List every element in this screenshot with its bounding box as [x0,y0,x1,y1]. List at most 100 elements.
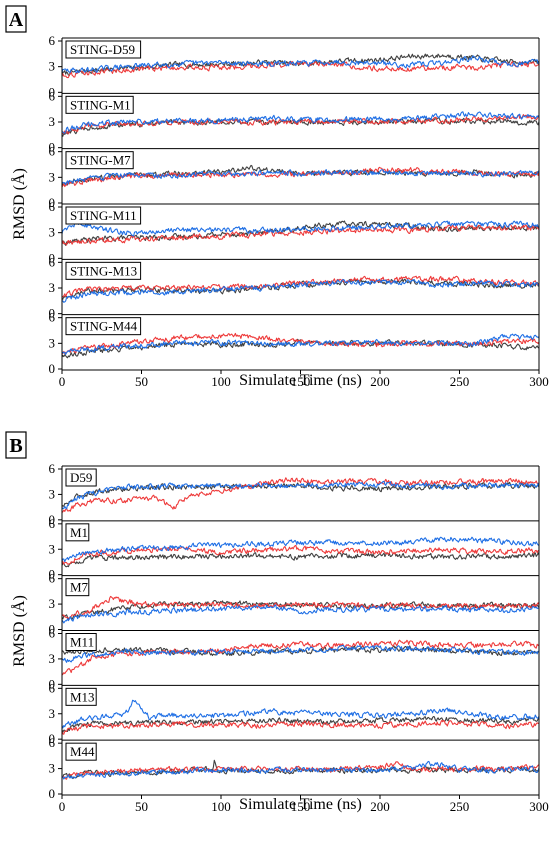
y-tick-label: 3 [49,706,56,721]
panel-m11: M11 0 3 6 [49,626,540,691]
y-tick-label: 3 [49,596,56,611]
panel-d59: D59 0 3 6 [49,461,540,527]
panel-label-box [65,261,142,280]
x-tick-label: 150 [291,374,311,389]
x-axis-title: Simulate Time (ns) [239,372,362,389]
series-line-1 [61,552,540,568]
series-line-1 [61,715,540,733]
panel-label-box [65,742,97,761]
panel-label-box [65,317,142,336]
y-tick-label: 6 [49,88,56,103]
series-line-3 [61,536,540,563]
series-line-2 [61,719,540,735]
x-tick-label: 100 [211,374,231,389]
series-line-3 [61,220,540,237]
panel-label-box [65,40,142,59]
panel-label-box [65,687,97,706]
y-tick-label: 0 [49,140,56,155]
y-tick-label: 6 [49,626,56,641]
y-tick-label: 0 [49,676,56,691]
y-tick-label: 6 [49,33,56,48]
series-line-3 [61,699,540,729]
panel-label-box [65,151,134,170]
series-line-2 [61,477,540,513]
panel-sting-m44: STING-M44 0 3 6 [49,310,540,376]
y-tick-label: 6 [49,144,56,159]
y-tick-label: 0 [49,786,56,801]
y-tick-label: 6 [49,516,56,531]
x-tick-label: 300 [529,374,549,389]
y-tick-label: 3 [49,114,56,129]
figure-label-box [5,5,27,33]
series-line-2 [61,639,540,676]
series-line-3 [61,604,540,624]
y-tick-label: 3 [49,225,56,240]
series-line-2 [61,223,540,246]
panel-label: M44 [70,744,95,759]
y-tick-label: 0 [49,84,56,99]
y-tick-label: 3 [49,335,56,350]
x-tick-label: 150 [291,799,311,814]
y-tick-label: 3 [49,541,56,556]
series-line-2 [61,166,540,188]
series-line-2 [61,332,540,355]
x-axis-title: Simulate Time (ns) [239,796,362,813]
panel-m7: M7 0 3 6 [49,571,540,637]
panel-sting-m11: STING-M11 0 3 6 [49,199,540,265]
panel-sting-m7: STING-M7 0 3 6 [49,144,540,210]
figure-label: A [9,9,24,31]
x-tick-label: 100 [211,799,231,814]
x-tick-label: 50 [135,799,148,814]
y-tick-label: 3 [49,59,56,74]
y-tick-label: 6 [49,735,56,750]
panel-label: M7 [70,580,89,595]
y-tick-label: 0 [49,250,56,265]
panel-sting-d59: STING-D59 0 3 6 [49,33,540,99]
series-line-3 [61,480,540,510]
panel-label-box [65,468,97,487]
panel-label-box [65,206,142,225]
y-tick-label: 6 [49,461,56,476]
y-tick-label: 6 [49,571,56,586]
panel-label: M11 [70,635,94,650]
y-tick-label: 3 [49,486,56,501]
series-line-2 [61,114,540,135]
panel-label-box [65,523,90,542]
series-line-3 [61,760,540,780]
panel-label-box [65,578,90,597]
y-tick-label: 6 [49,199,56,214]
y-tick-label: 3 [49,280,56,295]
panel-label: M13 [70,689,95,704]
x-tick-label: 250 [450,374,470,389]
series-line-2 [61,60,540,79]
x-tick-label: 0 [59,374,66,389]
y-tick-label: 6 [49,254,56,269]
series-line-2 [61,544,540,565]
series-line-1 [61,220,540,246]
panel-m13: M13 0 3 6 [49,680,540,746]
panel-label: STING-M44 [70,319,138,334]
y-tick-label: 0 [49,622,56,637]
panel-label: D59 [70,470,92,485]
y-tick-label: 0 [49,512,56,527]
series-line-3 [61,55,540,74]
x-tick-label: 50 [135,374,148,389]
panel-label: STING-M13 [70,263,137,278]
y-tick-label: 0 [49,361,56,376]
y-tick-label: 0 [49,195,56,210]
panel-label: STING-M7 [70,153,131,168]
figure-label: B [9,435,22,457]
y-tick-label: 3 [49,169,56,184]
y-tick-label: 3 [49,651,56,666]
series-line-3 [61,333,540,355]
x-tick-label: 200 [370,799,390,814]
y-axis-title: RMSD (Å) [10,595,28,667]
panel-m44: M44 0 3 6 [49,735,540,801]
y-axis-title: RMSD (Å) [10,168,28,240]
y-tick-label: 0 [49,731,56,746]
y-tick-label: 0 [49,567,56,582]
panel-label-box [65,633,97,651]
x-tick-label: 250 [450,799,470,814]
y-tick-label: 3 [49,761,56,776]
